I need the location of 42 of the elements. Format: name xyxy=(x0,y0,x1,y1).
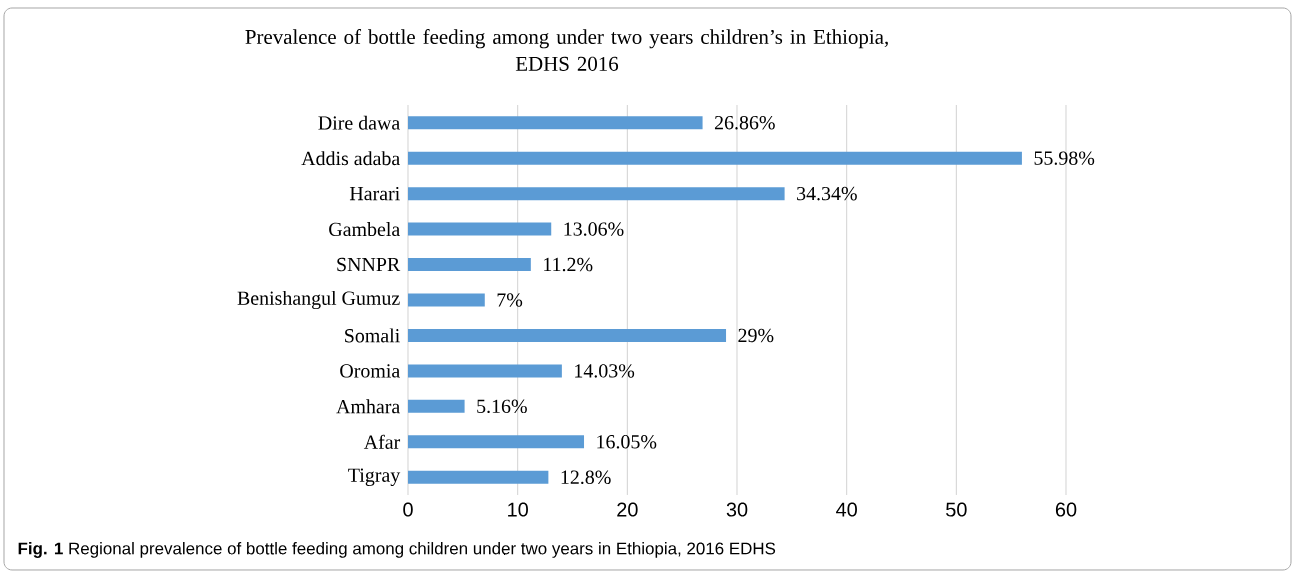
data-label: 12.8% xyxy=(561,470,611,485)
data-label: 34.34% xyxy=(797,186,857,201)
data-label: 7% xyxy=(497,293,523,307)
x-tick-label: 30 xyxy=(726,502,748,517)
data-label: 55.98% xyxy=(1034,151,1095,165)
text: Fig. 1 Regional prevalence of bottle feeding among children under two years in Ethiopia, 2016 EDHS xyxy=(18,542,776,558)
bar xyxy=(408,399,465,413)
bar xyxy=(408,151,1022,165)
y-tick-label: Afar xyxy=(363,434,401,449)
x-tick-label: 50 xyxy=(946,502,967,517)
bar xyxy=(408,293,485,307)
y-tick-label: Tigray xyxy=(348,468,401,487)
y-tick-label: Oromia xyxy=(340,364,400,378)
data-label: 26.86% xyxy=(714,115,775,130)
y-tick-label: Amhara xyxy=(336,399,400,414)
data-label: 13.06% xyxy=(564,222,624,236)
y-tick-label: SNNPR xyxy=(337,257,401,272)
bar xyxy=(408,364,562,378)
y-tick-label: Somali xyxy=(345,328,400,343)
bar xyxy=(408,328,727,342)
y-tick-label: Gambela xyxy=(329,222,400,237)
x-tick-label: 10 xyxy=(508,502,528,517)
data-label: 29% xyxy=(738,328,774,343)
x-tick-label: 60 xyxy=(1055,502,1077,517)
bar xyxy=(408,222,552,236)
bar xyxy=(408,187,785,201)
data-label: 5.16% xyxy=(477,399,527,414)
y-tick-label: Harari xyxy=(349,186,400,201)
data-label: 11.2% xyxy=(544,257,593,272)
x-tick-label: 20 xyxy=(617,502,638,517)
data-label: 16.05% xyxy=(597,435,657,449)
data-label: 14.03% xyxy=(575,364,635,378)
bar xyxy=(408,116,703,130)
bar xyxy=(408,258,531,272)
y-tick-label: Benishangul Gumuz xyxy=(237,290,400,310)
x-tick-label: 0 xyxy=(403,502,413,517)
chart-title: Prevalence of bottle feeding among under two years children’s in Ethiopia, EDHS 2016 xyxy=(245,29,888,71)
x-tick-label: 40 xyxy=(836,502,857,517)
y-tick-label: Addis adaba xyxy=(301,151,400,166)
bar xyxy=(408,435,585,449)
bar xyxy=(408,470,549,484)
y-tick-label: Dire dawa xyxy=(318,115,400,130)
